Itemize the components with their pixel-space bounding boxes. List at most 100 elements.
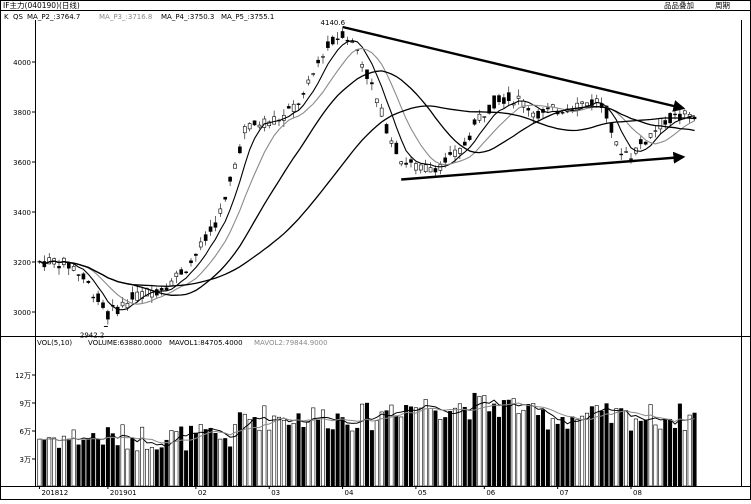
candle-body [203, 234, 208, 241]
volume-bar [149, 447, 154, 487]
candle-body [374, 98, 379, 104]
price-legend-item: K [4, 13, 9, 21]
price-legend-item: MA_P3_:3716.8 [99, 13, 152, 21]
candle-body [682, 110, 687, 115]
volume-bar [531, 403, 536, 487]
volume-bar [467, 419, 472, 487]
volume-legend-item: VOL(5,10) [37, 339, 72, 347]
volume-bar [599, 410, 604, 487]
candle-body [321, 56, 325, 58]
price-tick-label: 3800 [13, 109, 31, 117]
volume-bar [692, 412, 697, 487]
candle-body [345, 39, 350, 42]
period-button: 周期 [715, 1, 730, 10]
candle-body [673, 113, 677, 116]
price-legend-item: QS [13, 13, 24, 21]
x-tick-label: 07 [560, 489, 569, 497]
mavol2-line [39, 402, 695, 444]
volume-bar [208, 428, 213, 487]
candle-body [653, 130, 658, 132]
volume-bar [643, 419, 648, 487]
volume-bar [76, 444, 81, 487]
volume-bar [198, 424, 203, 487]
candle-body [678, 113, 682, 121]
volume-bar [555, 423, 560, 487]
volume-bar [384, 410, 389, 487]
candle-body [335, 38, 340, 40]
volume-bar [540, 409, 546, 487]
candle-body [624, 151, 628, 153]
candle-body [306, 79, 311, 84]
candle-body [619, 153, 624, 156]
candle-body [66, 262, 71, 269]
candle-body [57, 266, 61, 269]
candle-body [174, 272, 179, 277]
volume-bar [389, 404, 394, 487]
volume-bar [677, 403, 682, 487]
candle-body [560, 112, 565, 114]
volume-bar [575, 419, 580, 487]
volume-bar [267, 429, 272, 487]
candle-body [492, 95, 496, 109]
ma-p4-line [39, 70, 695, 296]
volume-bar [110, 433, 115, 487]
overlay-button: 品品叠加 [664, 0, 694, 10]
candle-body [47, 257, 52, 265]
volume-bar [672, 427, 678, 487]
volume-legend-item: MAVOL1:84705.4000 [169, 339, 243, 347]
volume-bar [482, 395, 487, 487]
volume-bar [565, 428, 570, 487]
volume-bar [257, 429, 262, 487]
candle-body [409, 159, 413, 163]
x-tick-label: 05 [418, 489, 427, 497]
volume-bar [550, 418, 555, 487]
volume-bar [272, 415, 277, 487]
volume-bar [320, 409, 326, 487]
volume-bar [71, 429, 76, 487]
volume-bar [291, 422, 296, 487]
candle-body [360, 64, 364, 68]
volume-bar [144, 448, 150, 487]
candle-body [296, 103, 301, 105]
candle-body [228, 176, 232, 182]
candle-body [448, 152, 452, 155]
volume-bar [379, 411, 384, 487]
volume-bar [638, 420, 643, 487]
candle-body [472, 119, 477, 125]
volume-bar [487, 411, 492, 487]
price-tick-label: 3600 [13, 159, 31, 167]
volume-bar [56, 447, 62, 487]
volume-bar [413, 407, 418, 487]
x-tick-label: 04 [345, 489, 354, 497]
candle-body [311, 73, 316, 75]
candle-body [590, 99, 594, 106]
volume-bar [232, 424, 238, 487]
candle-body [267, 121, 272, 126]
candle-body [125, 303, 130, 309]
volume-bar [174, 431, 179, 487]
volume-bar [159, 447, 164, 487]
volume-bar [81, 439, 86, 487]
volume-bar [399, 416, 404, 487]
candle-body [291, 103, 296, 112]
volume-bar [374, 420, 379, 487]
price-legend-item: MA_P2_:3764.7 [27, 13, 80, 21]
volume-bar [164, 439, 169, 487]
candle-body [213, 222, 218, 228]
volume-bar [335, 413, 340, 487]
candle-body [223, 196, 228, 200]
x-tick-label: 03 [271, 489, 280, 497]
candle-body [106, 311, 110, 320]
candle-body [433, 168, 438, 173]
candle-body [414, 163, 418, 171]
volume-bar [501, 400, 506, 487]
volume-bar [560, 417, 565, 487]
candle-body [150, 290, 154, 298]
volume-bar [492, 403, 497, 487]
x-tick-label: 06 [486, 489, 495, 497]
volume-bar [286, 424, 291, 487]
volume-bar [345, 424, 350, 487]
candle-body [81, 273, 86, 280]
